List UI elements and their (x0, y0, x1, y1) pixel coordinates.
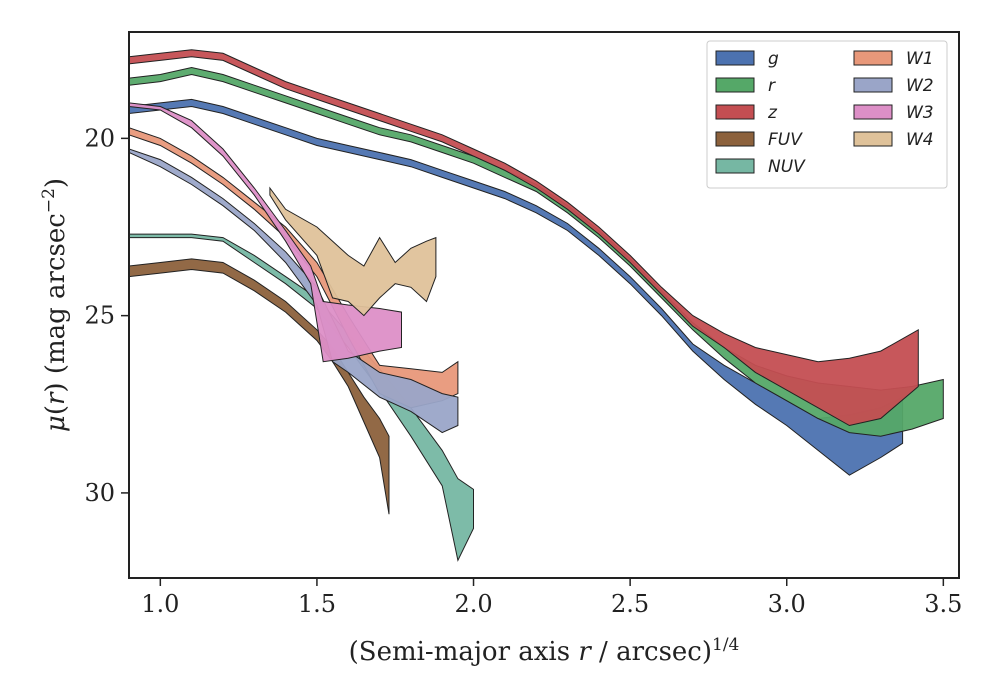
x-tick-label: 1.0 (141, 590, 179, 618)
plot-frame (128, 31, 960, 579)
legend-swatch-FUV (715, 131, 755, 147)
legend-swatch-r (715, 77, 755, 93)
series-band-W1 (129, 127, 459, 409)
series-band-FUV (129, 258, 390, 515)
x-tick-label: 2.0 (454, 590, 492, 618)
series-layer (129, 49, 944, 562)
legend-label-NUV: NUV (768, 157, 806, 177)
legend-swatch-NUV (715, 158, 755, 174)
legend-swatch-W3 (853, 104, 893, 120)
x-tick-label: 3.5 (924, 590, 962, 618)
series-band-z (129, 49, 919, 427)
legend-label-W1: W1 (906, 49, 934, 69)
x-tick-label: 3.0 (768, 590, 806, 618)
legend-label-g: g (768, 49, 779, 69)
series-band-g (129, 98, 904, 476)
legend-swatch-W2 (853, 77, 893, 93)
series-band-W4 (269, 186, 437, 317)
y-axis-label: μ(r) (mag arcsec−2) (39, 178, 71, 432)
legend-swatch-z (715, 104, 755, 120)
legend: grz FUV NUV W1 W2 W3 W4 (706, 40, 948, 189)
legend-label-r: r (768, 76, 776, 96)
legend-label-z: z (767, 103, 778, 123)
legend-swatch-W1 (853, 50, 893, 66)
y-tick-label: 20 (84, 124, 115, 152)
ticks-layer: 1.0 1.5 2.0 2.5 3.0 3.5 20 25 30 (84, 124, 962, 618)
legend-swatch-W4 (853, 131, 893, 147)
series-band-W3 (129, 102, 402, 363)
y-tick-label: 25 (84, 302, 115, 330)
legend-swatch-g (715, 50, 755, 66)
legend-label-W3: W3 (906, 103, 934, 123)
legend-label-W2: W2 (906, 76, 934, 96)
legend-label-FUV: FUV (768, 130, 803, 150)
series-band-NUV (129, 233, 474, 562)
x-tick-label: 1.5 (298, 590, 336, 618)
x-axis-label: (Semi-major axis r / arcsec)1/4 (349, 635, 740, 667)
x-tick-label: 2.5 (611, 590, 649, 618)
y-tick-label: 30 (84, 479, 115, 507)
series-band-W2 (129, 148, 459, 434)
legend-label-W4: W4 (906, 130, 934, 150)
